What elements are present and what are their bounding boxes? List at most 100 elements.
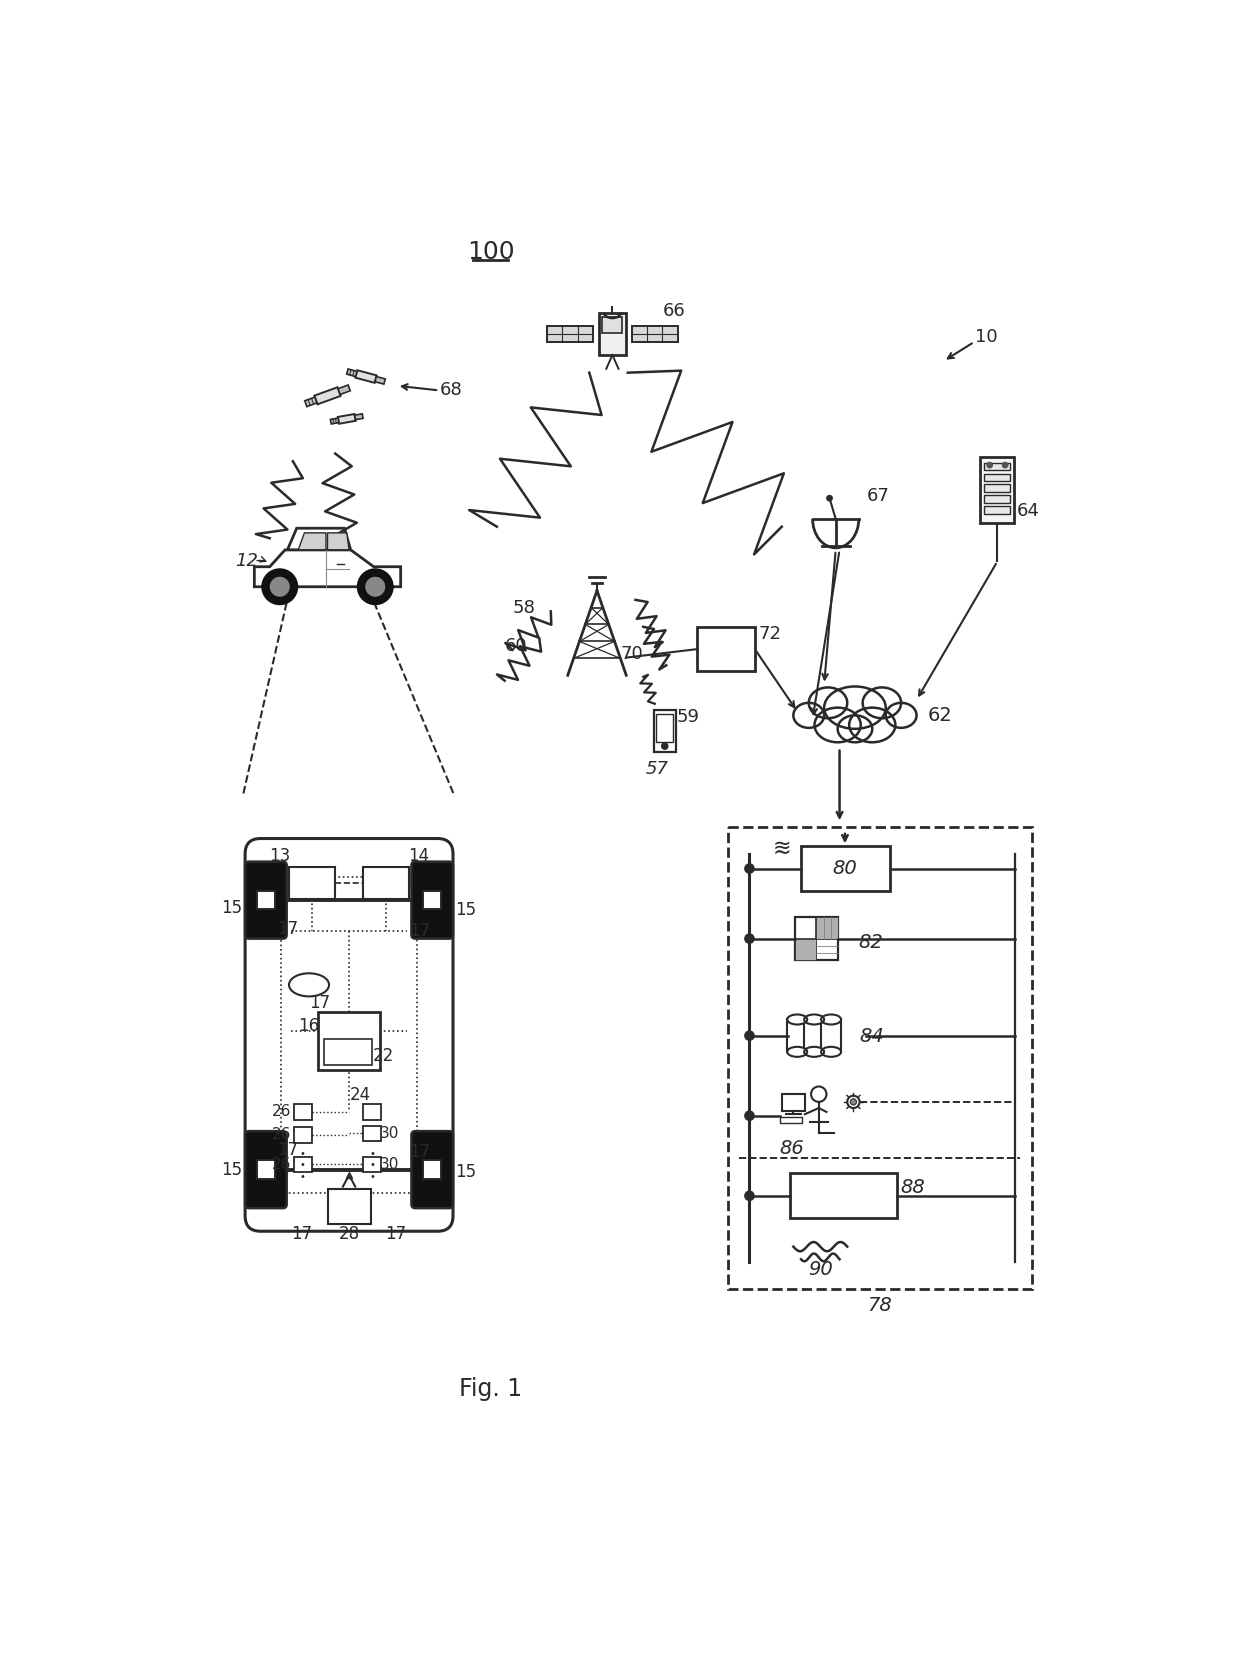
- Text: 26: 26: [272, 1157, 291, 1172]
- Polygon shape: [339, 386, 350, 394]
- Text: 24: 24: [350, 1085, 371, 1104]
- Bar: [257, 1160, 275, 1178]
- Text: 15: 15: [222, 1160, 243, 1178]
- Text: 30: 30: [379, 1157, 399, 1172]
- Text: 72: 72: [759, 625, 781, 643]
- Bar: [294, 1104, 312, 1120]
- Text: ≋: ≋: [773, 839, 791, 859]
- Circle shape: [827, 495, 832, 500]
- Bar: [257, 891, 275, 909]
- Bar: [985, 474, 1011, 482]
- Text: 78: 78: [867, 1296, 892, 1315]
- Bar: [603, 317, 622, 332]
- Circle shape: [270, 577, 290, 597]
- Ellipse shape: [804, 1047, 825, 1057]
- Bar: [981, 457, 1014, 524]
- Circle shape: [366, 577, 386, 597]
- Circle shape: [745, 864, 754, 873]
- Text: 80: 80: [832, 859, 857, 878]
- Circle shape: [262, 568, 299, 605]
- Circle shape: [847, 1095, 859, 1109]
- Text: 17: 17: [290, 1225, 312, 1243]
- Ellipse shape: [804, 1014, 825, 1024]
- Text: 17: 17: [277, 1142, 298, 1160]
- Bar: [423, 891, 441, 909]
- Text: 84: 84: [859, 1027, 884, 1045]
- Text: 10: 10: [975, 327, 997, 346]
- Text: 58: 58: [512, 598, 536, 617]
- Text: •
•
•: • • •: [300, 1148, 306, 1182]
- Polygon shape: [374, 377, 386, 384]
- Text: 16: 16: [299, 1017, 320, 1035]
- Polygon shape: [347, 369, 357, 377]
- Text: 17: 17: [409, 922, 430, 941]
- Polygon shape: [305, 397, 317, 407]
- Polygon shape: [254, 550, 401, 587]
- Text: 14: 14: [408, 848, 429, 866]
- Text: 57: 57: [646, 760, 668, 778]
- Text: 67: 67: [867, 487, 889, 505]
- Bar: [985, 495, 1011, 504]
- Bar: [781, 1094, 805, 1112]
- Text: 90: 90: [808, 1260, 833, 1280]
- Circle shape: [1002, 462, 1008, 467]
- Ellipse shape: [863, 688, 901, 718]
- Text: 70: 70: [620, 645, 644, 663]
- Text: 15: 15: [455, 901, 476, 919]
- Text: 15: 15: [222, 899, 243, 917]
- Bar: [319, 1012, 379, 1070]
- Text: 17: 17: [384, 1225, 405, 1243]
- Polygon shape: [330, 419, 339, 424]
- Bar: [363, 868, 409, 899]
- Polygon shape: [356, 371, 377, 382]
- Ellipse shape: [849, 708, 895, 743]
- Bar: [294, 1127, 312, 1143]
- Text: 30: 30: [379, 1125, 399, 1140]
- Text: 26: 26: [272, 1104, 291, 1120]
- Polygon shape: [288, 529, 351, 550]
- Text: 62: 62: [928, 706, 952, 725]
- Bar: [631, 326, 678, 342]
- Text: 82: 82: [858, 932, 883, 952]
- Text: 17: 17: [277, 919, 298, 937]
- Polygon shape: [315, 387, 341, 404]
- Bar: [816, 917, 838, 939]
- Text: •
•
•: • • •: [370, 1148, 374, 1182]
- Polygon shape: [299, 534, 326, 550]
- Bar: [363, 1125, 382, 1142]
- Circle shape: [662, 743, 668, 750]
- Ellipse shape: [794, 703, 825, 728]
- Bar: [985, 484, 1011, 492]
- Text: 28: 28: [339, 1225, 360, 1243]
- Circle shape: [357, 568, 394, 605]
- Text: 66: 66: [662, 302, 686, 321]
- Bar: [363, 1104, 382, 1120]
- Bar: [801, 846, 889, 891]
- Bar: [804, 1019, 825, 1052]
- Ellipse shape: [825, 686, 885, 730]
- Bar: [728, 828, 1032, 1290]
- Text: 100: 100: [467, 239, 515, 264]
- Text: 88: 88: [900, 1178, 925, 1197]
- Bar: [780, 1117, 802, 1122]
- Ellipse shape: [815, 708, 861, 743]
- Polygon shape: [355, 414, 363, 420]
- Ellipse shape: [821, 1047, 841, 1057]
- Text: 26: 26: [272, 1127, 291, 1142]
- Bar: [289, 868, 335, 899]
- Ellipse shape: [808, 688, 847, 718]
- Bar: [795, 917, 838, 961]
- Bar: [790, 1173, 898, 1218]
- Polygon shape: [327, 534, 350, 550]
- Text: 68: 68: [439, 381, 463, 399]
- Text: 13: 13: [269, 848, 290, 866]
- Bar: [787, 1019, 807, 1052]
- FancyBboxPatch shape: [412, 1132, 453, 1208]
- FancyBboxPatch shape: [246, 1132, 286, 1208]
- Bar: [821, 1019, 841, 1052]
- Ellipse shape: [787, 1014, 807, 1024]
- FancyBboxPatch shape: [246, 861, 286, 939]
- Circle shape: [811, 1087, 826, 1102]
- Bar: [656, 713, 673, 741]
- Text: 86: 86: [780, 1138, 805, 1157]
